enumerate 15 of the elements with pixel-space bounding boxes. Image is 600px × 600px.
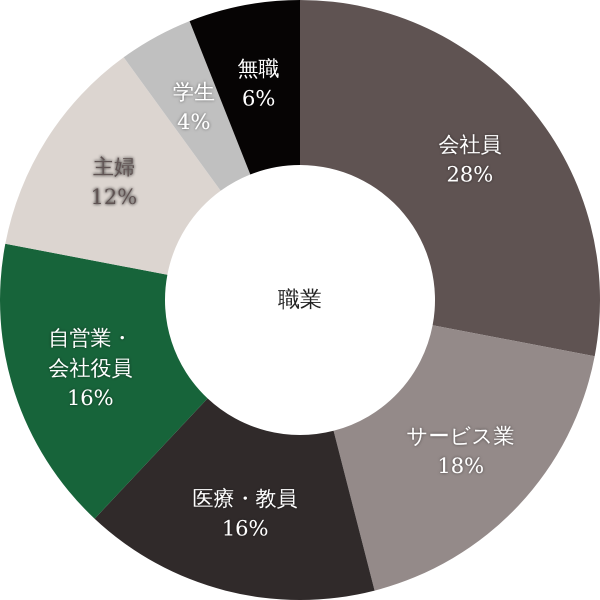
- data-label: 6%: [242, 86, 276, 110]
- data-label: 28%: [446, 162, 494, 186]
- data-label: 16%: [222, 516, 269, 541]
- data-label: 18%: [437, 454, 484, 478]
- text: 職業: [278, 288, 322, 312]
- slice-label: 自営業・会社役員: [48, 326, 132, 380]
- slice-label: 医療・教員: [192, 486, 298, 511]
- data-label: 4%: [177, 110, 210, 134]
- slice-label: 会社員: [438, 132, 502, 156]
- slice-label: 主婦: [92, 154, 135, 179]
- slice-label: サービス業: [406, 424, 515, 448]
- slice-label: 学生: [172, 80, 215, 104]
- data-label: 12%: [90, 184, 138, 209]
- data-label: 16%: [66, 386, 114, 410]
- slice-label: 無職: [238, 56, 280, 80]
